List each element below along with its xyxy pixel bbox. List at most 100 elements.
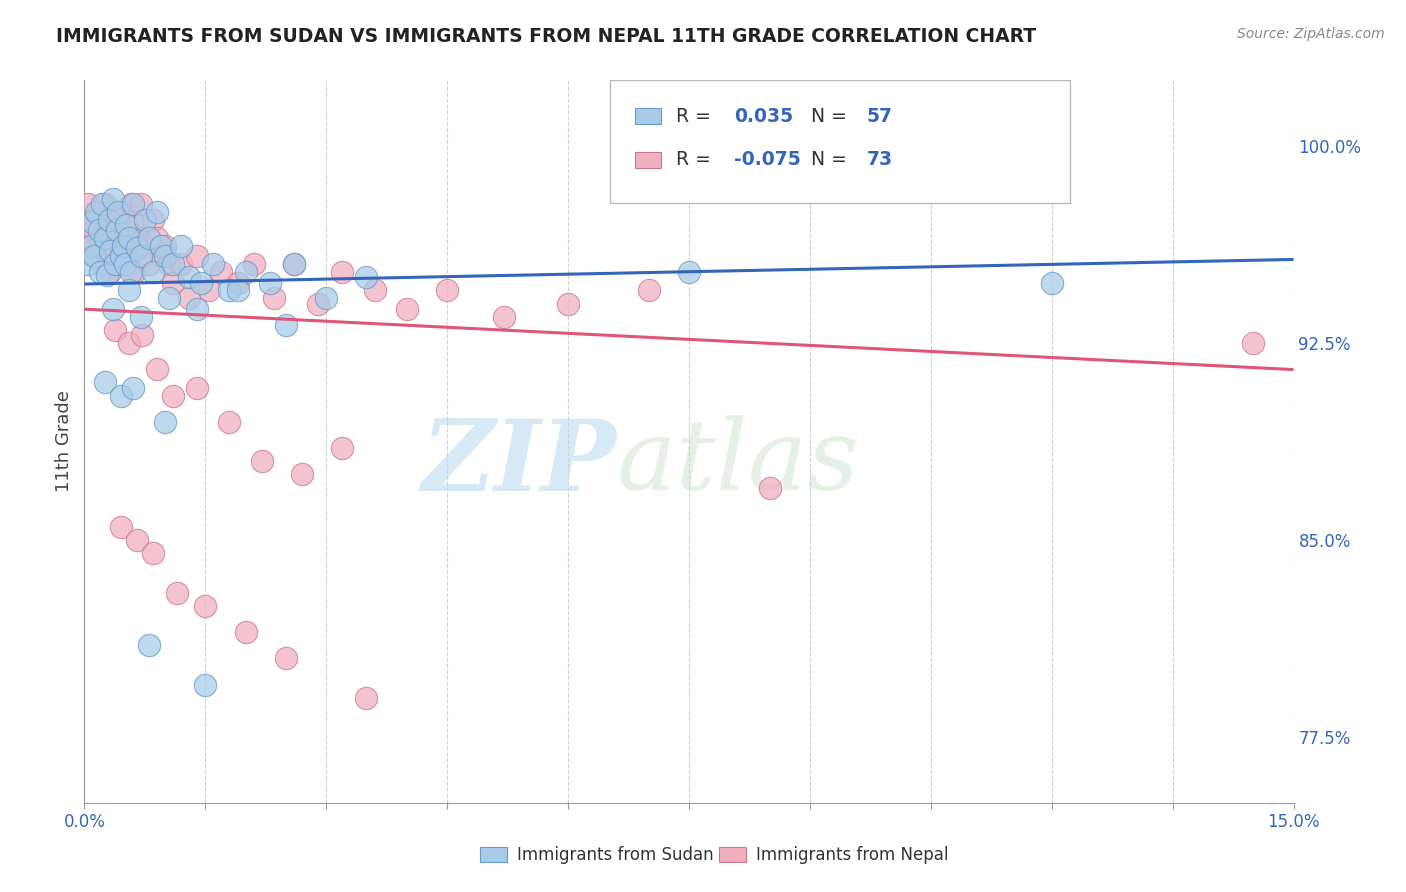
Text: Source: ZipAtlas.com: Source: ZipAtlas.com bbox=[1237, 27, 1385, 41]
Point bbox=[138, 231, 160, 245]
Point bbox=[307, 296, 329, 310]
Text: ZIP: ZIP bbox=[422, 415, 616, 511]
Point bbox=[129, 196, 152, 211]
Point bbox=[86, 204, 108, 219]
Point bbox=[124, 265, 146, 279]
Point bbox=[330, 441, 353, 455]
Text: Immigrants from Nepal: Immigrants from Nepal bbox=[756, 846, 949, 863]
Text: -0.075: -0.075 bbox=[734, 150, 800, 169]
Point bbox=[114, 257, 136, 271]
Point bbox=[1040, 276, 1063, 290]
Point bbox=[107, 212, 129, 227]
Point bbox=[179, 270, 201, 285]
Point bbox=[138, 638, 160, 652]
Point bbox=[76, 218, 98, 232]
Point bbox=[83, 249, 105, 263]
Point bbox=[218, 284, 240, 298]
Point bbox=[101, 204, 124, 219]
Point bbox=[166, 585, 188, 599]
Point bbox=[87, 204, 110, 219]
Point bbox=[492, 310, 515, 324]
Point bbox=[105, 257, 128, 271]
Point bbox=[118, 284, 141, 298]
Point bbox=[82, 215, 104, 229]
Point bbox=[118, 336, 141, 351]
Point bbox=[170, 239, 193, 253]
Text: R =: R = bbox=[676, 107, 710, 126]
Point bbox=[93, 376, 115, 390]
Point bbox=[89, 265, 111, 279]
Point bbox=[162, 276, 184, 290]
Y-axis label: 11th Grade: 11th Grade bbox=[55, 391, 73, 492]
Point bbox=[250, 454, 273, 468]
Point bbox=[125, 218, 148, 232]
Point bbox=[128, 231, 150, 245]
Point bbox=[121, 196, 143, 211]
Point bbox=[190, 276, 212, 290]
Point bbox=[115, 239, 138, 253]
Point bbox=[131, 328, 153, 343]
Point bbox=[110, 388, 132, 402]
Point bbox=[125, 242, 148, 256]
Point bbox=[142, 212, 165, 227]
Text: 73: 73 bbox=[866, 150, 893, 169]
Text: IMMIGRANTS FROM SUDAN VS IMMIGRANTS FROM NEPAL 11TH GRADE CORRELATION CHART: IMMIGRANTS FROM SUDAN VS IMMIGRANTS FROM… bbox=[56, 27, 1036, 45]
Point bbox=[98, 244, 121, 258]
Point bbox=[283, 257, 305, 271]
Point bbox=[98, 265, 121, 279]
Point bbox=[330, 265, 353, 279]
Point bbox=[315, 291, 337, 305]
Point bbox=[194, 599, 217, 613]
Point bbox=[186, 381, 208, 395]
Point bbox=[120, 265, 142, 279]
Point bbox=[283, 257, 305, 271]
Point bbox=[120, 196, 142, 211]
Point bbox=[101, 192, 124, 206]
Point bbox=[259, 276, 281, 290]
Point bbox=[82, 212, 104, 227]
Point bbox=[96, 231, 118, 245]
Point bbox=[356, 690, 378, 705]
Point bbox=[91, 196, 114, 211]
Point bbox=[218, 415, 240, 429]
Text: R =: R = bbox=[676, 150, 710, 169]
Text: N =: N = bbox=[811, 107, 846, 126]
Point bbox=[186, 249, 208, 263]
Point bbox=[235, 265, 257, 279]
Point bbox=[97, 218, 120, 232]
Point bbox=[134, 239, 156, 253]
Point bbox=[226, 276, 249, 290]
Point bbox=[104, 323, 127, 337]
Text: 0.035: 0.035 bbox=[734, 107, 793, 126]
Point bbox=[114, 204, 136, 219]
FancyBboxPatch shape bbox=[610, 80, 1070, 203]
Point bbox=[274, 651, 297, 665]
Point bbox=[93, 231, 115, 245]
Point bbox=[274, 318, 297, 332]
Point bbox=[93, 196, 115, 211]
Point bbox=[97, 212, 120, 227]
Bar bbox=[634, 152, 661, 168]
Point bbox=[153, 249, 176, 263]
Point bbox=[77, 257, 100, 271]
Point bbox=[79, 231, 101, 245]
Point bbox=[96, 268, 118, 282]
Point bbox=[107, 204, 129, 219]
Point bbox=[242, 257, 264, 271]
Point bbox=[291, 467, 314, 482]
Point bbox=[149, 249, 172, 263]
Point bbox=[146, 204, 169, 219]
Point bbox=[121, 381, 143, 395]
Point bbox=[89, 239, 111, 253]
Point bbox=[153, 239, 176, 253]
Bar bbox=[718, 847, 747, 863]
Point bbox=[134, 212, 156, 227]
Point bbox=[118, 231, 141, 245]
Point bbox=[186, 301, 208, 316]
Point bbox=[678, 265, 700, 279]
Point bbox=[110, 249, 132, 263]
Bar bbox=[479, 847, 508, 863]
Point bbox=[162, 257, 184, 271]
Point bbox=[80, 239, 103, 253]
Point bbox=[758, 481, 780, 495]
